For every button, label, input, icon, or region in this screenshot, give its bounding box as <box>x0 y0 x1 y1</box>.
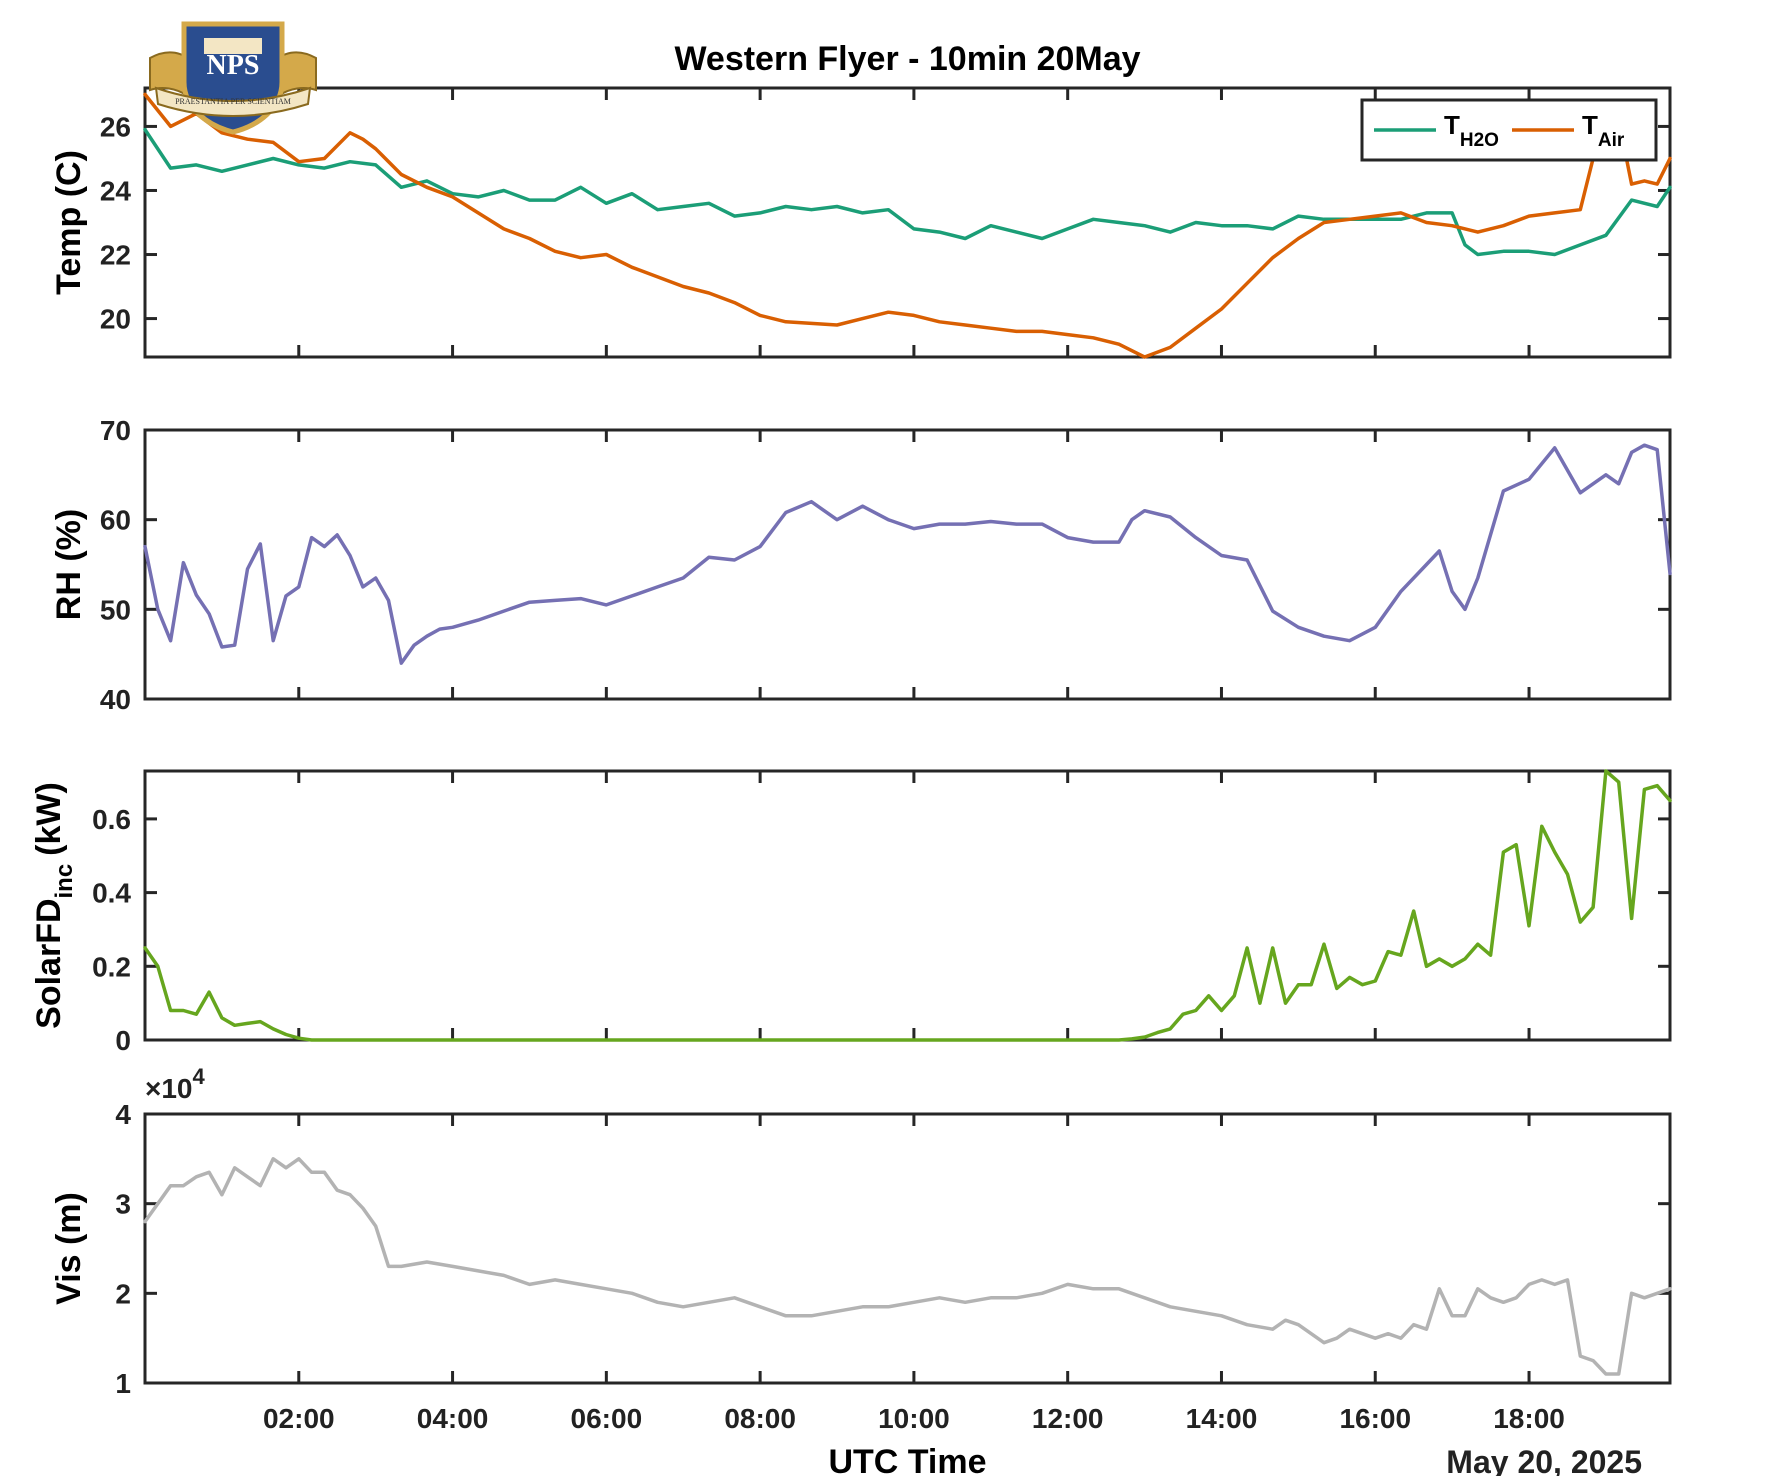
axes-box <box>143 769 1672 1042</box>
x-tick-label: 04:00 <box>417 1403 489 1434</box>
series-line-air <box>143 92 1672 359</box>
y-axis-label: RH (%) <box>50 509 88 620</box>
y-tick-label: 60 <box>100 505 131 536</box>
panel-1: 20 22 24 26 Temp (C) Western Flyer - 10min 20… <box>50 40 1672 359</box>
exponent-base: ×10 <box>145 1073 193 1104</box>
series-line-rh <box>143 443 1672 665</box>
y-axis-label-sub: inc <box>51 864 78 899</box>
legend-label-h2o: TH2O <box>1444 110 1499 151</box>
axes-box <box>143 428 1672 701</box>
y-tick-label: 4 <box>115 1099 131 1130</box>
legend-label-sub: H2O <box>1460 130 1499 151</box>
y-tick-label: 40 <box>100 684 131 715</box>
panel-3: 0 0.2 0.4 0.6 SolarFDinc (kW) <box>30 769 1672 1056</box>
panel-2: 40 50 60 70 RH (%) <box>50 415 1672 715</box>
y-axis-label: SolarFDinc (kW) <box>30 782 78 1029</box>
y-tick-label: 2 <box>115 1278 131 1309</box>
panel-4: 02:00 04:00 06:00 08:00 10:00 12:00 14:00 16:00… <box>50 1064 1672 1476</box>
y-axis-label-main: SolarFD <box>30 898 68 1028</box>
y-axis-label: Temp (C) <box>50 150 88 295</box>
y-axis-label: Vis (m) <box>50 1192 88 1305</box>
y-tick-label: 0 <box>115 1025 131 1056</box>
x-tick-label: 16:00 <box>1339 1403 1411 1434</box>
y-tick-label: 0.4 <box>92 878 131 909</box>
x-axis-label: UTC Time <box>828 1443 986 1476</box>
x-tick-label: 14:00 <box>1186 1403 1258 1434</box>
logo-motto: PRAESTANTIA PER SCIENTIAM <box>175 97 291 106</box>
y-tick-label: 24 <box>100 175 132 206</box>
logo-text: NPS <box>207 50 260 81</box>
legend-label-base: T <box>1582 110 1598 140</box>
exponent-label: ×104 <box>145 1064 206 1104</box>
nps-crest-icon: NPS PRAESTANTIA PER SCIENTIAM <box>149 21 317 135</box>
legend-label-air: TAir <box>1582 110 1625 151</box>
exponent-power: 4 <box>193 1064 206 1089</box>
series-line-h2o <box>143 127 1672 257</box>
y-tick-label: 50 <box>100 594 131 625</box>
series-line-vis <box>143 1157 1672 1376</box>
legend-label-base: T <box>1444 110 1460 140</box>
y-tick-label: 70 <box>100 415 131 446</box>
series-line-solar <box>143 769 1672 1042</box>
y-tick-label: 20 <box>100 304 131 335</box>
y-tick-label: 3 <box>115 1189 131 1220</box>
legend-label-sub: Air <box>1598 130 1625 151</box>
x-tick-label: 06:00 <box>571 1403 643 1434</box>
x-tick-label: 10:00 <box>878 1403 950 1434</box>
axes-box <box>143 86 1672 359</box>
y-tick-label: 26 <box>100 111 131 142</box>
x-tick-label: 02:00 <box>263 1403 335 1434</box>
chart-title: Western Flyer - 10min 20May <box>674 40 1140 78</box>
x-tick-label: 08:00 <box>724 1403 796 1434</box>
date-label: May 20, 2025 <box>1446 1444 1642 1476</box>
y-tick-label: 1 <box>115 1368 131 1399</box>
x-tick-label: 12:00 <box>1032 1403 1104 1434</box>
x-tick-label: 18:00 <box>1493 1403 1565 1434</box>
y-tick-label: 0.6 <box>92 804 131 835</box>
y-axis-label-unit: (kW) <box>30 782 68 856</box>
y-tick-label: 0.2 <box>92 951 131 982</box>
axes-box <box>143 1112 1672 1385</box>
y-tick-label: 22 <box>100 240 131 271</box>
